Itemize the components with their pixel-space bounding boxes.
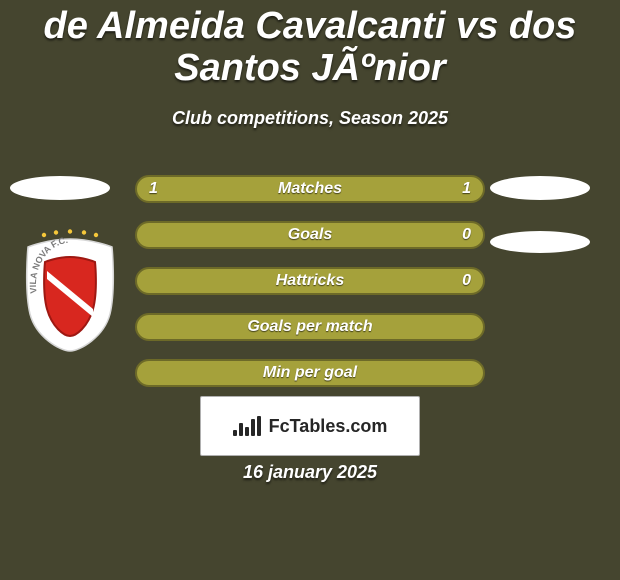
stat-label: Goals per match bbox=[247, 318, 372, 336]
stat-right-value: 0 bbox=[462, 226, 471, 244]
stat-row-min-per-goal: Min per goal bbox=[135, 359, 485, 387]
bar-chart-icon bbox=[233, 416, 261, 436]
crest-top-dots bbox=[42, 229, 98, 237]
stat-row-matches: 1 Matches 1 bbox=[135, 175, 485, 203]
page-subtitle: Club competitions, Season 2025 bbox=[0, 108, 620, 129]
stat-row-goals: Goals 0 bbox=[135, 221, 485, 249]
player-left-ellipse bbox=[10, 176, 110, 200]
stat-label: Matches bbox=[278, 180, 342, 198]
stat-row-hattricks: Hattricks 0 bbox=[135, 267, 485, 295]
stat-label: Min per goal bbox=[263, 364, 357, 382]
stats-block: 1 Matches 1 Goals 0 Hattricks 0 Goals pe… bbox=[135, 175, 485, 405]
stat-label: Hattricks bbox=[276, 272, 344, 290]
date-label: 16 january 2025 bbox=[0, 462, 620, 483]
team-left-crest: VILA NOVA F.C. bbox=[20, 229, 120, 354]
team-right-ellipse bbox=[490, 231, 590, 253]
stat-row-goals-per-match: Goals per match bbox=[135, 313, 485, 341]
stat-left-value: 1 bbox=[149, 180, 158, 198]
page-title: de Almeida Cavalcanti vs dos Santos JÃºn… bbox=[0, 0, 620, 90]
attribution-box: FcTables.com bbox=[200, 396, 420, 456]
stat-label: Goals bbox=[288, 226, 332, 244]
comparison-graphic: de Almeida Cavalcanti vs dos Santos JÃºn… bbox=[0, 0, 620, 580]
player-right-ellipse bbox=[490, 176, 590, 200]
stat-right-value: 0 bbox=[462, 272, 471, 290]
attribution-label: FcTables.com bbox=[269, 416, 388, 437]
stat-right-value: 1 bbox=[462, 180, 471, 198]
